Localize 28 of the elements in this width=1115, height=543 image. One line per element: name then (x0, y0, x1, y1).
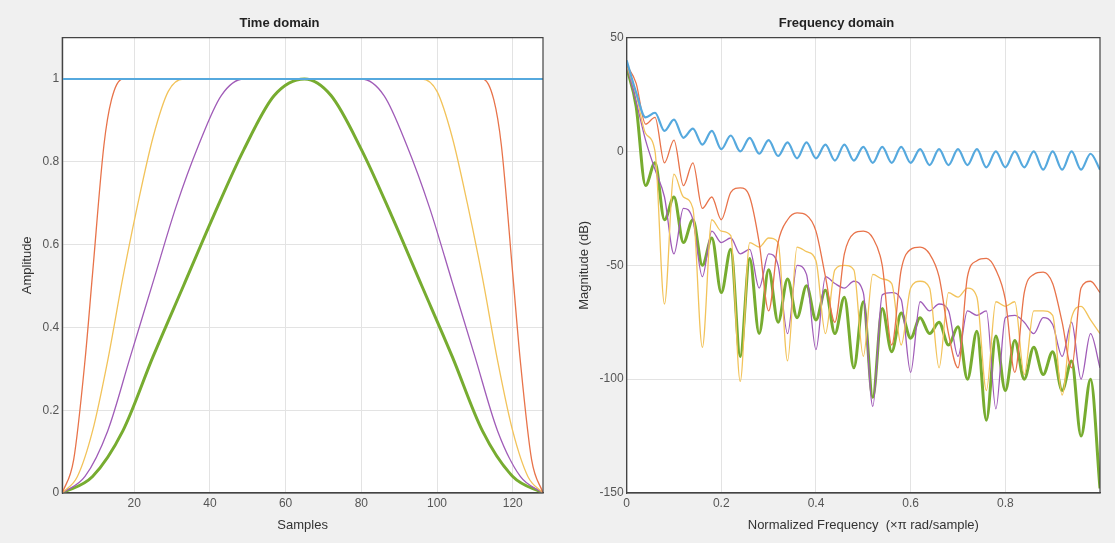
x-tick-label: 0.4 (807, 495, 825, 510)
x-tick-label: 0.8 (996, 495, 1014, 510)
y-axis-title: Amplitude (19, 236, 35, 295)
y-tick-label: -100 (599, 371, 624, 386)
chart-title: Time domain (239, 15, 320, 31)
x-tick-label: 40 (203, 495, 217, 510)
x-tick-label: 80 (354, 495, 369, 510)
x-tick-label: 100 (427, 495, 448, 510)
y-tick-label: -150 (599, 485, 624, 500)
x-tick-label: 20 (127, 495, 142, 510)
x-tick-label: 0.2 (712, 495, 730, 510)
line-series (626, 59, 1100, 171)
x-tick-label: 0.6 (902, 495, 920, 510)
y-tick-label: 1 (52, 71, 60, 86)
y-tick-label: 0 (52, 485, 60, 500)
y-tick-label: 0.6 (42, 236, 60, 251)
x-tick-label: 60 (278, 495, 293, 510)
x-tick-label: 120 (502, 495, 524, 510)
y-tick-label: 0.4 (42, 319, 60, 334)
y-tick-label: -50 (606, 257, 624, 272)
chart-title: Frequency domain (778, 15, 895, 31)
y-tick-label: 50 (610, 29, 624, 44)
x-axis-title: Samples (277, 516, 329, 532)
y-tick-label: 0 (616, 143, 624, 158)
x-axis-title: Normalized Frequency (×π rad/sample) (747, 516, 979, 532)
y-tick-label: 0.2 (42, 402, 60, 417)
y-axis-title: Magnitude (dB) (576, 220, 592, 310)
y-tick-label: 0.8 (42, 154, 60, 169)
